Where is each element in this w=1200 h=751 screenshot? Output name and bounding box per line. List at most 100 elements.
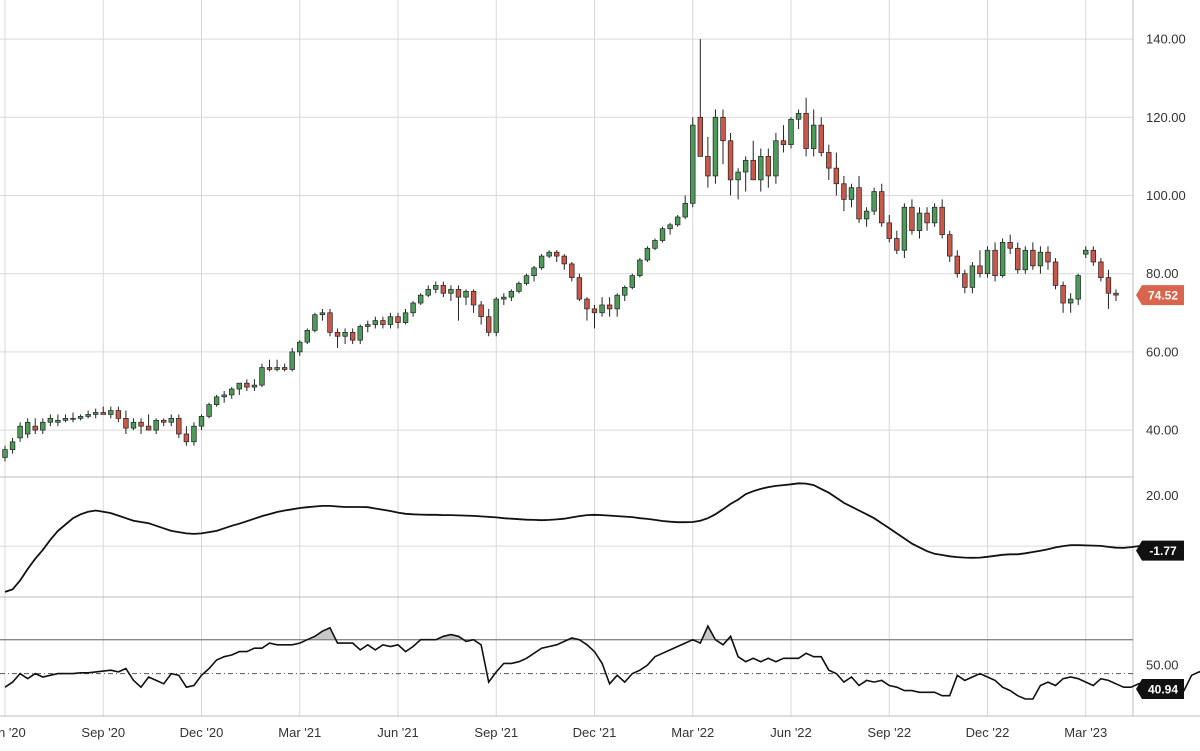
candle[interactable] — [644, 246, 651, 262]
candle[interactable] — [856, 175, 862, 223]
candle[interactable] — [130, 418, 137, 431]
candle[interactable] — [1105, 269, 1112, 309]
candle[interactable] — [198, 414, 205, 431]
candle[interactable] — [886, 215, 892, 243]
candle[interactable] — [463, 289, 469, 305]
osc2-series-line[interactable] — [4, 624, 1200, 700]
candle[interactable] — [289, 347, 295, 372]
candle[interactable] — [561, 254, 567, 270]
candle[interactable] — [576, 273, 583, 302]
candle[interactable] — [622, 285, 628, 302]
candle[interactable] — [1007, 234, 1013, 255]
candle[interactable] — [924, 207, 930, 231]
candle[interactable] — [229, 387, 235, 399]
candle[interactable] — [40, 418, 46, 434]
oscillator-1-panel[interactable] — [4, 482, 1177, 593]
candle[interactable] — [93, 408, 99, 419]
candle[interactable] — [221, 390, 227, 403]
candle[interactable] — [251, 379, 258, 391]
candle[interactable] — [1022, 246, 1028, 274]
candle[interactable] — [395, 312, 401, 329]
candle[interactable] — [501, 293, 507, 305]
candle[interactable] — [606, 297, 613, 317]
candle[interactable] — [795, 109, 802, 130]
candle[interactable] — [810, 109, 817, 157]
candle[interactable] — [871, 187, 877, 216]
candle[interactable] — [788, 117, 794, 149]
candle[interactable] — [402, 308, 409, 325]
candle[interactable] — [32, 418, 38, 434]
candle[interactable] — [667, 222, 673, 235]
candle[interactable] — [947, 230, 953, 262]
candle[interactable] — [2, 445, 8, 462]
candle[interactable] — [833, 152, 840, 196]
candle[interactable] — [304, 328, 311, 345]
candle[interactable] — [85, 410, 91, 419]
candle[interactable] — [319, 308, 326, 321]
price-panel[interactable] — [2, 39, 1119, 462]
candle[interactable] — [614, 293, 620, 317]
candle[interactable] — [1037, 246, 1044, 274]
candle[interactable] — [1067, 293, 1074, 313]
candle[interactable] — [894, 230, 900, 255]
candle[interactable] — [493, 297, 499, 337]
candle[interactable] — [123, 410, 129, 434]
candle[interactable] — [682, 195, 688, 219]
candle[interactable] — [372, 316, 379, 329]
candle[interactable] — [281, 363, 288, 372]
candle[interactable] — [410, 301, 416, 317]
candle[interactable] — [1045, 246, 1051, 270]
candle[interactable] — [637, 258, 643, 278]
candle[interactable] — [161, 418, 167, 427]
candle[interactable] — [939, 199, 945, 239]
candle[interactable] — [954, 250, 960, 278]
candle[interactable] — [712, 109, 719, 184]
candle[interactable] — [349, 328, 356, 345]
candle[interactable] — [848, 183, 855, 208]
candle[interactable] — [962, 269, 968, 294]
candle[interactable] — [735, 168, 741, 200]
candle[interactable] — [697, 39, 704, 157]
candle[interactable] — [992, 242, 998, 282]
candle[interactable] — [259, 363, 265, 388]
candle[interactable] — [274, 359, 280, 372]
candle[interactable] — [629, 273, 635, 290]
candle[interactable] — [297, 340, 303, 356]
candle[interactable] — [365, 320, 371, 333]
candle[interactable] — [1052, 258, 1059, 290]
candle[interactable] — [266, 359, 273, 372]
candle[interactable] — [417, 293, 424, 305]
candle[interactable] — [357, 324, 363, 345]
candle[interactable] — [901, 203, 908, 259]
candle[interactable] — [236, 382, 242, 395]
candle[interactable] — [1060, 281, 1066, 313]
candle[interactable] — [145, 414, 152, 431]
candle[interactable] — [440, 281, 447, 298]
candle[interactable] — [742, 156, 749, 192]
candle[interactable] — [138, 418, 144, 434]
candle[interactable] — [1098, 258, 1104, 282]
candle[interactable] — [516, 281, 522, 294]
candle[interactable] — [108, 406, 114, 419]
candle[interactable] — [523, 273, 530, 286]
candle[interactable] — [380, 316, 386, 329]
candle[interactable] — [931, 203, 938, 227]
candle[interactable] — [62, 414, 69, 423]
candle[interactable] — [652, 238, 658, 251]
candle[interactable] — [1083, 246, 1089, 259]
candle[interactable] — [531, 265, 537, 282]
candle[interactable] — [863, 207, 870, 227]
candle[interactable] — [168, 414, 174, 427]
candle[interactable] — [909, 199, 915, 235]
candle[interactable] — [803, 97, 809, 157]
candle[interactable] — [1113, 289, 1119, 302]
candle[interactable] — [448, 285, 454, 302]
candle[interactable] — [478, 301, 484, 325]
candle[interactable] — [841, 175, 847, 212]
candle[interactable] — [24, 418, 31, 438]
candle[interactable] — [690, 117, 696, 208]
candle[interactable] — [773, 132, 779, 184]
candle[interactable] — [47, 414, 54, 427]
candle[interactable] — [720, 109, 726, 165]
